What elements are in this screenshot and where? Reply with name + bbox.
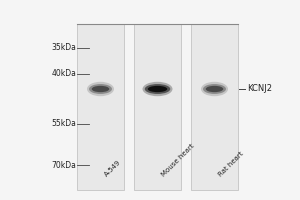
Text: 70kDa: 70kDa	[52, 160, 76, 170]
Text: 40kDa: 40kDa	[52, 70, 76, 78]
Text: Mouse heart: Mouse heart	[160, 143, 196, 178]
Ellipse shape	[201, 82, 228, 96]
Text: 55kDa: 55kDa	[52, 119, 76, 129]
Ellipse shape	[92, 86, 109, 92]
Text: A-549: A-549	[103, 159, 122, 178]
Text: Rat heart: Rat heart	[218, 151, 245, 178]
Ellipse shape	[142, 82, 172, 96]
Bar	[191, 24, 238, 190]
Text: KCNJ2: KCNJ2	[247, 84, 272, 93]
Ellipse shape	[145, 84, 170, 94]
Bar	[134, 24, 181, 190]
Text: 35kDa: 35kDa	[52, 44, 76, 52]
Ellipse shape	[206, 86, 223, 92]
Bar	[77, 24, 124, 190]
Ellipse shape	[89, 84, 112, 94]
Ellipse shape	[203, 84, 226, 94]
Ellipse shape	[148, 86, 167, 92]
Ellipse shape	[87, 82, 114, 96]
